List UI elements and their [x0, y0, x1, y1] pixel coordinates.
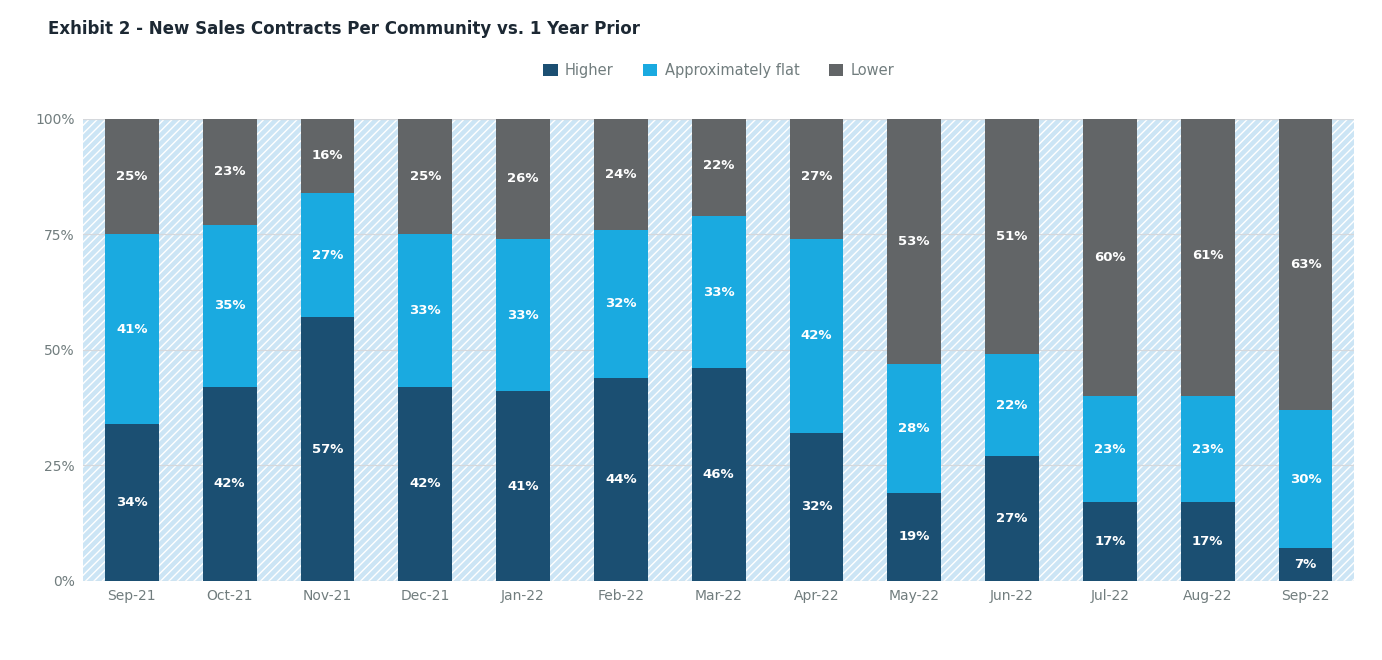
Bar: [887, 119, 941, 364]
Bar: [1278, 548, 1332, 581]
Text: 53%: 53%: [898, 235, 930, 248]
Bar: [496, 119, 550, 239]
Bar: [594, 378, 648, 581]
Text: 34%: 34%: [116, 496, 148, 509]
Text: 22%: 22%: [996, 399, 1028, 412]
Bar: [887, 364, 941, 493]
Bar: [789, 239, 843, 433]
Bar: [496, 239, 550, 391]
Text: 24%: 24%: [605, 168, 637, 181]
Bar: [594, 230, 648, 378]
Text: 57%: 57%: [312, 443, 343, 455]
Text: 60%: 60%: [1095, 251, 1126, 264]
Bar: [1083, 396, 1137, 502]
Bar: [398, 234, 452, 387]
Text: 7%: 7%: [1295, 558, 1317, 571]
Bar: [789, 433, 843, 581]
Text: 33%: 33%: [507, 309, 539, 321]
Text: 26%: 26%: [507, 172, 539, 185]
Bar: [985, 119, 1039, 354]
Text: 33%: 33%: [703, 286, 734, 298]
Bar: [1278, 119, 1332, 410]
Text: 23%: 23%: [1095, 443, 1125, 455]
Bar: [300, 119, 354, 193]
Text: 27%: 27%: [996, 512, 1028, 525]
Text: 17%: 17%: [1095, 535, 1125, 548]
Text: 22%: 22%: [703, 158, 734, 172]
Bar: [398, 119, 452, 234]
Text: 46%: 46%: [703, 468, 734, 481]
Text: 42%: 42%: [800, 329, 832, 343]
Bar: [1083, 119, 1137, 396]
Bar: [496, 391, 550, 581]
Text: 17%: 17%: [1191, 535, 1223, 548]
Bar: [1083, 502, 1137, 581]
Bar: [203, 225, 257, 387]
Text: 23%: 23%: [214, 166, 246, 178]
Text: 33%: 33%: [409, 304, 441, 317]
Text: 51%: 51%: [996, 230, 1028, 243]
Text: 32%: 32%: [800, 500, 832, 513]
Bar: [1180, 396, 1234, 502]
Text: 32%: 32%: [605, 297, 637, 310]
Legend: Higher, Approximately flat, Lower: Higher, Approximately flat, Lower: [538, 57, 900, 83]
Bar: [203, 119, 257, 225]
Bar: [692, 216, 745, 368]
Text: 16%: 16%: [312, 149, 343, 162]
Bar: [1180, 114, 1234, 396]
Bar: [105, 424, 159, 581]
Text: 25%: 25%: [116, 170, 148, 183]
Bar: [692, 114, 745, 216]
Text: 28%: 28%: [898, 422, 930, 435]
Text: 63%: 63%: [1289, 258, 1321, 271]
Text: 30%: 30%: [1289, 473, 1321, 486]
Bar: [887, 493, 941, 581]
Text: 41%: 41%: [507, 480, 539, 492]
Bar: [300, 317, 354, 581]
Bar: [203, 387, 257, 581]
Text: 27%: 27%: [800, 170, 832, 183]
Bar: [105, 234, 159, 424]
Text: 25%: 25%: [409, 170, 441, 183]
Text: 23%: 23%: [1191, 443, 1223, 455]
Bar: [1278, 410, 1332, 548]
Text: 42%: 42%: [214, 477, 246, 490]
Text: 44%: 44%: [605, 473, 637, 486]
Bar: [692, 368, 745, 581]
Bar: [789, 114, 843, 239]
Text: 19%: 19%: [898, 531, 930, 543]
Text: 27%: 27%: [312, 249, 343, 261]
Bar: [398, 387, 452, 581]
Bar: [594, 119, 648, 230]
Text: Exhibit 2 - New Sales Contracts Per Community vs. 1 Year Prior: Exhibit 2 - New Sales Contracts Per Comm…: [48, 20, 640, 38]
Bar: [105, 119, 159, 234]
Text: 61%: 61%: [1191, 249, 1223, 261]
Text: 42%: 42%: [409, 477, 441, 490]
Text: 35%: 35%: [214, 300, 246, 312]
Bar: [985, 354, 1039, 456]
Text: 41%: 41%: [116, 323, 148, 335]
Bar: [300, 193, 354, 317]
Bar: [985, 456, 1039, 581]
Bar: [1180, 502, 1234, 581]
